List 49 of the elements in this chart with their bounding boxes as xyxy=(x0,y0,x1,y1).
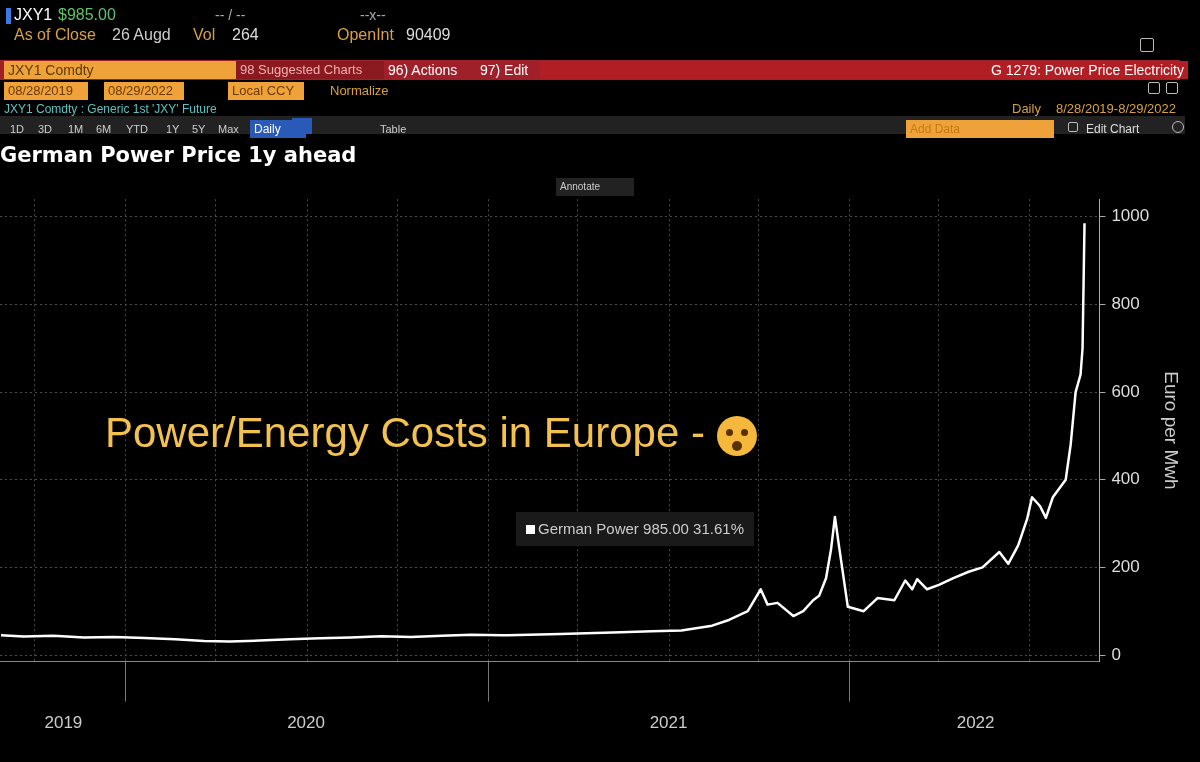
y-tick-label: 600 xyxy=(1111,381,1140,401)
text: 5Y xyxy=(192,122,206,137)
text: 08/28/2019 xyxy=(4,82,88,100)
x-tick-label: 2022 xyxy=(956,713,995,733)
text: 6M xyxy=(96,122,112,137)
y-axis-title: Euro per Mwh xyxy=(1161,371,1183,490)
text: Normalize xyxy=(330,82,389,100)
text: 26 Augd xyxy=(112,26,171,44)
text: 8/28/2019-8/29/2022 xyxy=(1056,100,1176,118)
text: 1Y xyxy=(166,122,180,137)
x-tick-label: 2020 xyxy=(287,713,325,733)
legend-label: German Power xyxy=(538,520,640,537)
text: Vol xyxy=(193,26,216,44)
text: 98 Suggested Charts xyxy=(236,61,388,79)
text: 1D xyxy=(10,122,25,137)
text: 97) Edit xyxy=(476,61,546,79)
text: JXY1 Comdty : Generic 1st 'JXY' Future xyxy=(4,101,217,118)
text: --x-- xyxy=(360,6,386,24)
text: Daily xyxy=(250,120,306,138)
text: Local CCY xyxy=(228,82,304,100)
annotation: Power/Energy Costs in Europe - xyxy=(105,408,706,458)
text: 96) Actions xyxy=(388,62,458,78)
y-tick-label: 1000 xyxy=(1111,206,1150,226)
text: Max xyxy=(218,122,239,137)
x-tick-label: 2021 xyxy=(649,713,688,733)
text: JXY1 Comdty xyxy=(4,61,240,79)
text: 264 xyxy=(232,26,259,44)
y-tick-label: 400 xyxy=(1111,469,1140,489)
text: -- / -- xyxy=(215,6,246,24)
annotation: 985.00 31.61% xyxy=(643,520,744,537)
text: YTD xyxy=(126,122,148,137)
chart-title: German Power Price 1y ahead xyxy=(0,143,357,168)
y-tick-label: 800 xyxy=(1111,294,1140,314)
text: 3D xyxy=(38,122,53,137)
text: Annotate xyxy=(556,178,634,196)
text: Edit Chart xyxy=(1086,121,1140,138)
text: 90409 xyxy=(406,26,451,44)
text: $985.00 xyxy=(58,6,116,24)
y-tick-label: 200 xyxy=(1111,557,1140,577)
text: As of Close xyxy=(14,26,96,44)
text: Daily xyxy=(1012,100,1041,118)
text: Table xyxy=(380,122,407,137)
text: OpenInt xyxy=(337,26,394,44)
text: 08/29/2022 xyxy=(104,82,184,100)
text: 1M xyxy=(68,122,84,137)
text: G 1279: Power Price Electricity xyxy=(540,61,1188,79)
y-tick-label: 0 xyxy=(1111,644,1121,664)
text: JXY1 xyxy=(14,6,53,24)
x-tick-label: 2019 xyxy=(44,713,83,733)
